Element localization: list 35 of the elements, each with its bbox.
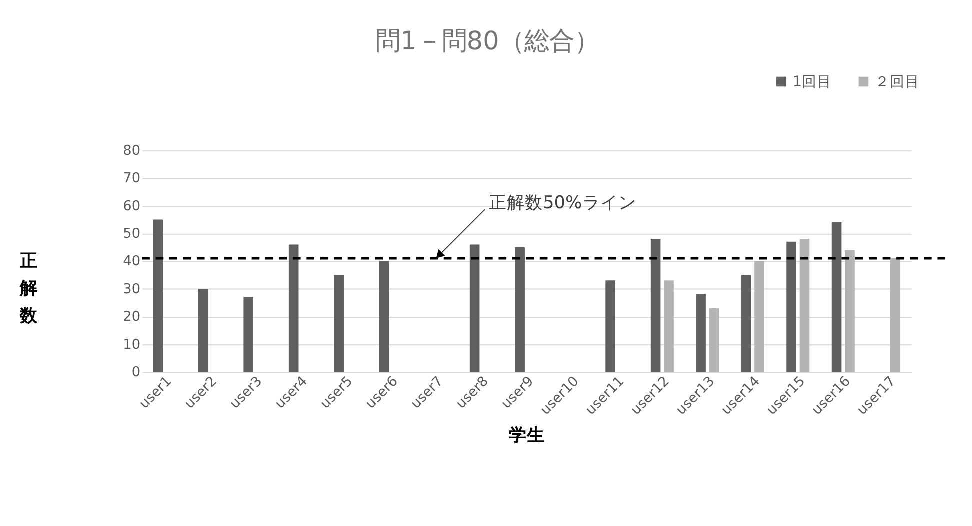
bar (786, 242, 796, 372)
bar (709, 308, 720, 372)
y-tick-label: 60 (123, 198, 141, 214)
y-tick-label: 50 (123, 226, 141, 242)
bar (244, 297, 254, 372)
y-tick-label: 20 (123, 309, 141, 326)
bar (470, 244, 480, 372)
y-tick-label: 80 (123, 142, 141, 159)
annotation: 正解数50%ライン (489, 194, 636, 214)
y-tick-label: 0 (132, 364, 141, 380)
legend-label: ２回目 (874, 74, 920, 91)
bar (606, 280, 616, 372)
bar (153, 220, 163, 372)
bar (832, 222, 842, 372)
x-axis-title: 学生 (509, 425, 546, 446)
bar (890, 258, 900, 372)
bar (379, 261, 390, 372)
y-axis-title: 正解数 (19, 252, 40, 327)
bar (650, 239, 661, 372)
bar (800, 239, 810, 372)
bar (334, 275, 344, 372)
legend-label: 1回目 (792, 74, 832, 91)
bar (198, 288, 208, 372)
bar (696, 294, 706, 372)
y-tick-label: 10 (123, 336, 141, 353)
bar (845, 250, 855, 372)
y-tick-label: 70 (123, 170, 141, 187)
bar (515, 247, 525, 372)
bar (664, 280, 674, 372)
bar (741, 275, 752, 372)
chart-title: 問1－問80（総合） (376, 26, 600, 57)
bar (754, 261, 764, 372)
bar (288, 244, 299, 372)
y-tick-label: 40 (123, 254, 141, 270)
y-tick-label: 30 (123, 281, 141, 298)
